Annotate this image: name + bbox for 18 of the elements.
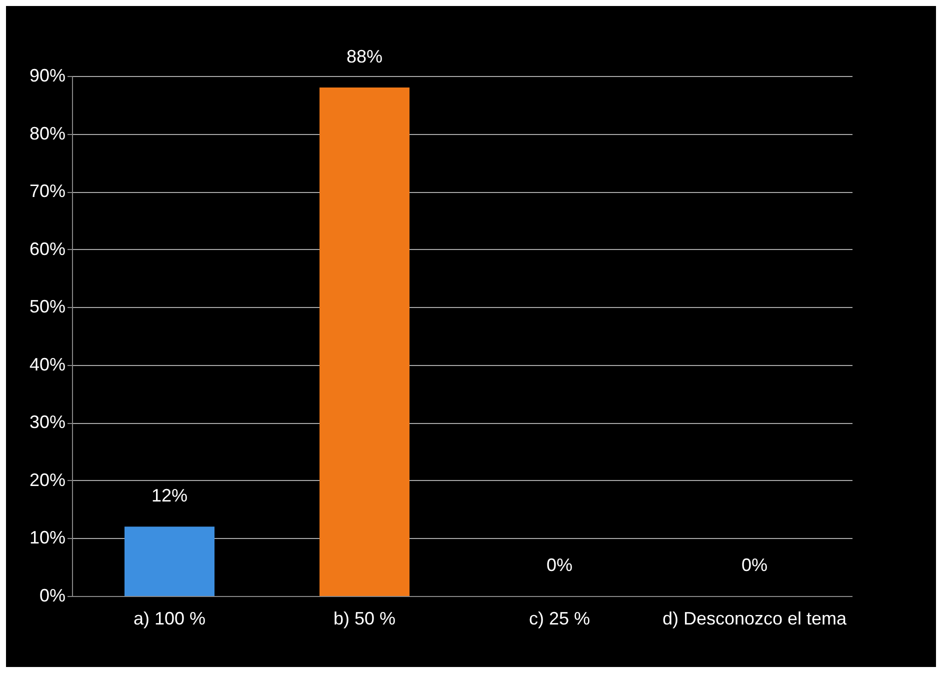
x-tick-label: c) 25 % [528, 608, 590, 628]
y-tick-label: 20% [29, 470, 66, 490]
y-tick-label: 30% [29, 412, 66, 432]
y-tick-label: 10% [29, 528, 66, 548]
y-tick-label: 70% [29, 181, 66, 202]
y-tick-label: 60% [29, 238, 66, 259]
data-label: 0% [741, 555, 768, 575]
x-tick-label: d) Desconozco el tema [662, 608, 848, 628]
data-label: 88% [346, 46, 383, 67]
data-label: 12% [151, 486, 188, 506]
x-tick-label: b) 50 % [333, 608, 396, 628]
y-tick-label: 50% [29, 296, 66, 317]
y-tick-label: 80% [29, 123, 66, 144]
y-tick-label: 0% [39, 586, 66, 606]
y-tick-label: 90% [29, 66, 66, 86]
x-tick-label: a) 100 % [133, 608, 206, 628]
y-tick-label: 40% [29, 354, 66, 374]
data-label: 0% [546, 555, 573, 575]
